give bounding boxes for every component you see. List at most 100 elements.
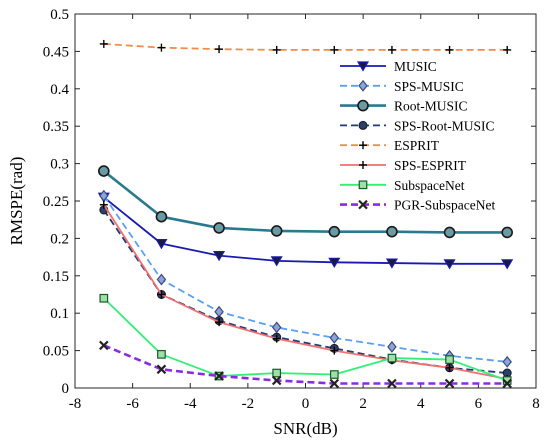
legend-entry: ESPRIT: [340, 138, 440, 153]
data-point-marker: [445, 355, 454, 364]
y-tick-label: 0.4: [50, 82, 69, 98]
y-tick-label: 0.2: [50, 231, 69, 247]
data-point-marker: [387, 353, 397, 363]
x-tick-label: 2: [359, 396, 367, 412]
data-point-marker: [501, 259, 514, 270]
legend-entry: SubspaceNet: [340, 178, 465, 193]
data-point-marker: [155, 210, 168, 223]
data-point-marker: [99, 293, 109, 303]
data-point-marker: [99, 200, 108, 209]
y-axis-title: RMSPE(rad): [7, 157, 26, 246]
legend-label: SubspaceNet: [394, 178, 465, 193]
x-tick-label: -2: [242, 396, 255, 412]
x-axis-title: SNR(dB): [273, 419, 337, 438]
series-pgr-subspacenet: [99, 340, 512, 389]
y-tick-label: 0.5: [50, 7, 69, 23]
data-point-marker: [157, 349, 166, 359]
data-point-marker: [330, 45, 339, 54]
data-point-marker: [156, 273, 167, 286]
data-point-marker: [157, 43, 166, 52]
data-point-marker: [358, 199, 368, 210]
legend-entry: Root-MUSIC: [340, 99, 468, 114]
legend-entry: MUSIC: [340, 59, 437, 74]
data-point-marker: [503, 45, 512, 54]
legend-label: SPS-Root-MUSIC: [394, 118, 495, 133]
legend-label: SPS-MUSIC: [394, 79, 464, 94]
data-point-marker: [155, 239, 168, 250]
data-point-marker: [356, 61, 370, 72]
data-point-marker: [387, 340, 397, 353]
x-tick-label: 0: [302, 396, 310, 412]
data-point-marker: [98, 165, 110, 177]
data-point-marker: [444, 378, 455, 389]
data-point-marker: [272, 334, 281, 343]
data-point-marker: [272, 45, 281, 54]
legend-label: Root-MUSIC: [394, 99, 468, 114]
data-point-marker: [270, 225, 283, 237]
series-line: [103, 196, 508, 265]
data-point-marker: [213, 222, 225, 234]
x-tick-label: 6: [475, 396, 483, 412]
data-point-marker: [445, 363, 454, 372]
data-point-marker: [386, 225, 398, 238]
data-point-marker: [358, 120, 368, 130]
y-tick-label: 0.1: [50, 306, 69, 322]
data-point-marker: [99, 340, 109, 351]
y-tick-label: 0.15: [43, 269, 69, 285]
data-point-marker: [215, 318, 224, 327]
data-point-marker: [385, 258, 398, 269]
x-tick-label: -8: [69, 396, 82, 412]
y-tick-label: 0.3: [50, 157, 69, 173]
data-point-marker: [329, 370, 339, 379]
x-tick-label: 8: [532, 396, 540, 412]
legend-entry: SPS-Root-MUSIC: [340, 118, 495, 133]
legend-label: SPS-ESPRIT: [394, 158, 467, 173]
data-point-marker: [329, 378, 340, 389]
data-point-marker: [387, 45, 396, 54]
y-tick-label: 0.25: [43, 194, 69, 210]
data-point-marker: [501, 226, 513, 239]
y-tick-label: 0.45: [43, 44, 69, 60]
legend-label: ESPRIT: [394, 138, 440, 153]
x-tick-label: -4: [184, 396, 197, 412]
x-tick-label: -6: [126, 396, 139, 412]
data-point-marker: [445, 45, 454, 54]
series-line: [103, 297, 508, 382]
data-point-marker: [443, 226, 456, 239]
series-line: [103, 43, 508, 51]
data-point-marker: [215, 45, 224, 54]
data-point-marker: [271, 321, 282, 334]
data-point-marker: [502, 378, 512, 389]
legend-label: PGR-SubspaceNet: [394, 198, 495, 213]
data-point-marker: [214, 371, 224, 381]
x-axis-ticks: -8 -6 -4 -2 0 2 4 6 8: [69, 14, 540, 412]
data-point-marker: [357, 99, 369, 112]
data-point-marker: [330, 346, 339, 355]
series-layer: [97, 39, 514, 389]
legend-entry: SPS-ESPRIT: [340, 158, 467, 173]
y-tick-label: 0.05: [43, 344, 69, 360]
series-line: [103, 170, 508, 234]
data-point-marker: [443, 259, 456, 270]
series-line: [103, 195, 508, 363]
data-point-marker: [270, 256, 283, 267]
data-point-marker: [328, 225, 341, 238]
series-line: [103, 344, 508, 385]
data-point-marker: [272, 368, 282, 378]
series-line: [103, 204, 508, 380]
series-root-music: [98, 165, 513, 239]
series-esprit: [99, 39, 512, 54]
data-point-marker: [271, 375, 282, 386]
data-point-marker: [156, 364, 167, 375]
y-tick-label: 0.35: [43, 119, 69, 135]
data-point-marker: [329, 331, 340, 344]
legend-entry: PGR-SubspaceNet: [340, 198, 495, 213]
legend: MUSIC SPS-MUSIC Root-MUSIC SPS-Root-MUSIC ES…: [332, 54, 516, 219]
data-point-marker: [359, 141, 367, 150]
y-axis-ticks: 0 0.05 0.1 0.15 0.2 0.25 0.3 0.35 0.4 0.45 0.5: [43, 7, 536, 397]
data-point-marker: [359, 161, 367, 169]
legend-label: MUSIC: [394, 59, 437, 74]
data-point-marker: [358, 180, 368, 190]
data-point-marker: [157, 290, 166, 299]
